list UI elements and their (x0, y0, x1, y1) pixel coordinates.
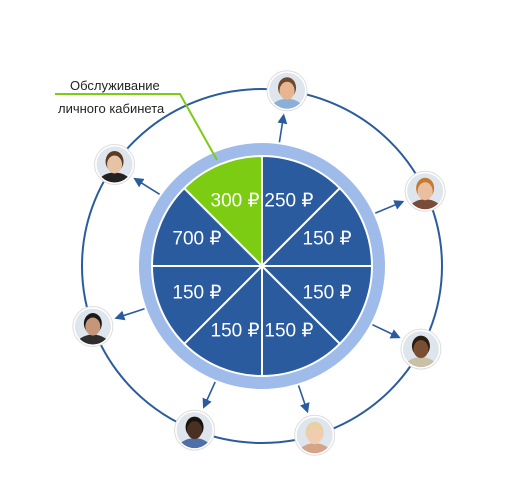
connector-arrow (372, 323, 401, 339)
person-avatar-icon (266, 70, 308, 112)
pie-slice-label: 150 ₽ (303, 229, 352, 250)
person-avatar-icon (400, 328, 442, 370)
pie-slice-label: 150 ₽ (264, 321, 313, 342)
person-avatar-icon (94, 143, 136, 185)
pie-slice-label: 700 ₽ (172, 229, 221, 250)
connector-arrow (277, 113, 288, 143)
connector-arrow (374, 200, 405, 214)
pie-slice (261, 265, 341, 377)
pie-slice (151, 187, 263, 267)
person-avatar-icon (174, 409, 216, 451)
callout-title-line2: личного кабинета (58, 101, 165, 116)
orbit-ring (81, 88, 443, 444)
pie-slice (151, 265, 263, 345)
pie-slice (261, 155, 341, 267)
connector-arrow (114, 307, 145, 321)
pie-slice-label: 300 ₽ (211, 190, 260, 211)
connector-arrow (297, 385, 310, 414)
pie-slice-label: 150 ₽ (211, 321, 260, 342)
person-avatar-icon (294, 414, 336, 456)
pie-slice (183, 265, 263, 377)
pie-slice (183, 155, 263, 267)
connector-arrow (202, 381, 216, 409)
person-avatar-icon (72, 306, 114, 348)
callout-title-line1: Обслуживание (70, 78, 160, 93)
pie-slice-label: 150 ₽ (303, 282, 352, 303)
person-avatar-icon (404, 170, 446, 212)
pie-slice-label: 250 ₽ (264, 190, 313, 211)
pie-slice (261, 187, 373, 267)
pie-slice (261, 265, 373, 345)
pie-slice-label: 150 ₽ (172, 282, 221, 303)
callout-leader-line (55, 93, 218, 161)
connector-arrow (133, 177, 161, 195)
